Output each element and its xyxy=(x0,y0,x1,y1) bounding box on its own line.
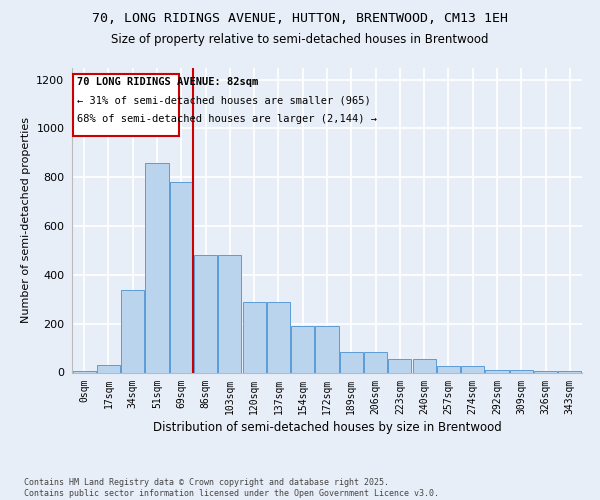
Bar xyxy=(485,370,509,372)
Bar xyxy=(413,359,436,372)
Bar xyxy=(461,366,484,372)
Y-axis label: Number of semi-detached properties: Number of semi-detached properties xyxy=(20,117,31,323)
Bar xyxy=(218,256,241,372)
Text: ← 31% of semi-detached houses are smaller (965): ← 31% of semi-detached houses are smalle… xyxy=(77,96,371,106)
Bar xyxy=(510,370,533,372)
Bar xyxy=(364,352,387,372)
Bar xyxy=(145,162,169,372)
Bar xyxy=(340,352,363,372)
Bar xyxy=(194,256,217,372)
Text: 70 LONG RIDINGS AVENUE: 82sqm: 70 LONG RIDINGS AVENUE: 82sqm xyxy=(77,78,258,88)
Bar xyxy=(316,326,338,372)
Bar xyxy=(97,365,120,372)
Bar xyxy=(121,290,144,372)
Bar xyxy=(291,326,314,372)
Bar xyxy=(388,359,412,372)
Text: 68% of semi-detached houses are larger (2,144) →: 68% of semi-detached houses are larger (… xyxy=(77,114,377,124)
Text: Contains HM Land Registry data © Crown copyright and database right 2025.
Contai: Contains HM Land Registry data © Crown c… xyxy=(24,478,439,498)
FancyBboxPatch shape xyxy=(73,74,179,136)
Bar xyxy=(267,302,290,372)
Bar xyxy=(242,302,266,372)
Text: Size of property relative to semi-detached houses in Brentwood: Size of property relative to semi-detach… xyxy=(111,32,489,46)
Bar xyxy=(437,366,460,372)
Text: 70, LONG RIDINGS AVENUE, HUTTON, BRENTWOOD, CM13 1EH: 70, LONG RIDINGS AVENUE, HUTTON, BRENTWO… xyxy=(92,12,508,26)
Bar xyxy=(170,182,193,372)
X-axis label: Distribution of semi-detached houses by size in Brentwood: Distribution of semi-detached houses by … xyxy=(152,421,502,434)
